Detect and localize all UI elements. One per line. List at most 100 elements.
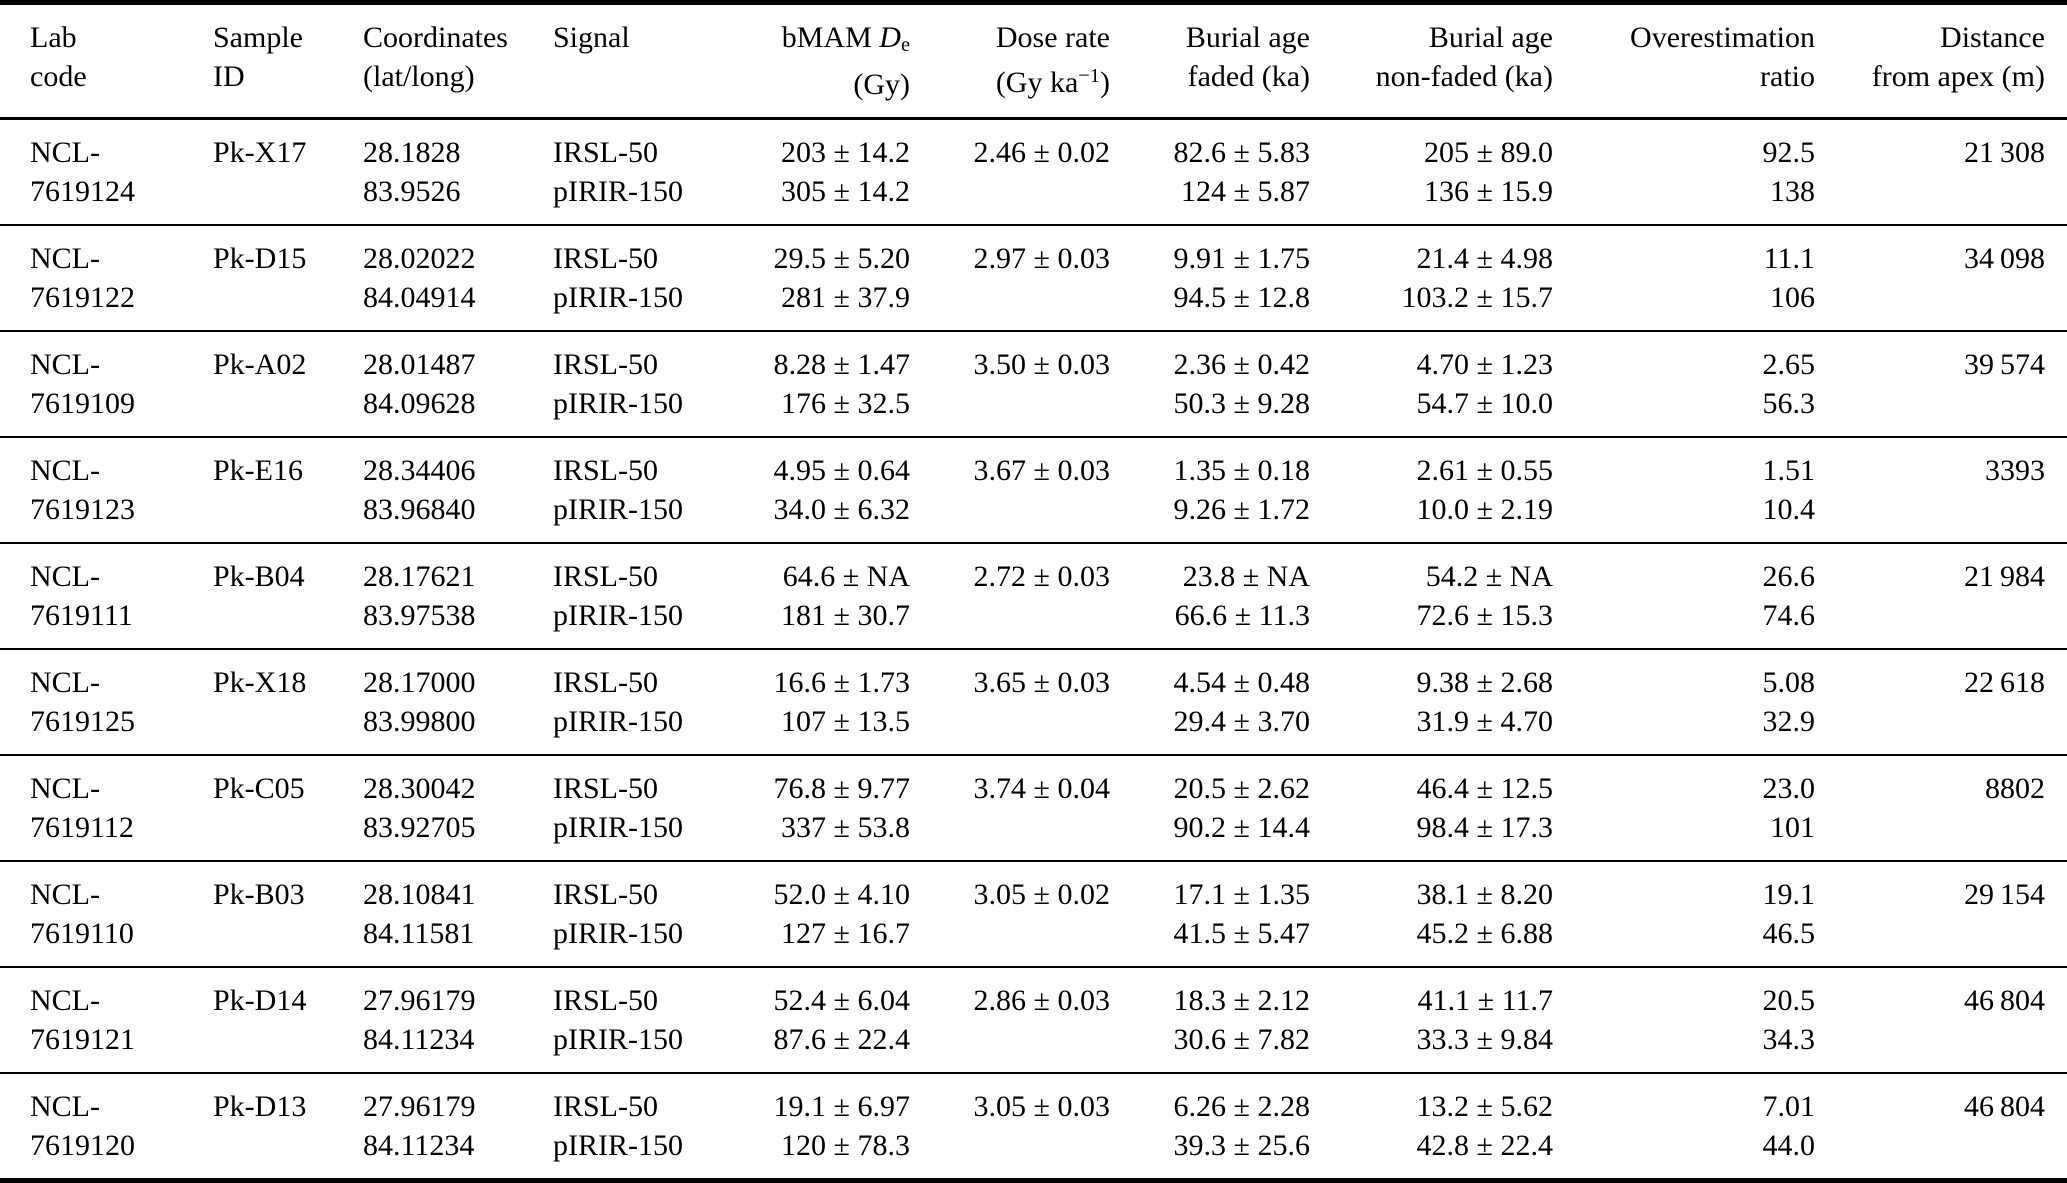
table-row: NCL- 7619109 Pk-A02 28.01487 84.09628 IR… xyxy=(0,331,2067,437)
table-row: NCL- 7619120 Pk-D13 27.96179 84.11234 IR… xyxy=(0,1073,2067,1181)
header-burial-age-faded-line1: Burial age xyxy=(1185,21,1310,54)
signal-irsl: IRSL-50 xyxy=(553,242,658,275)
signal-pirir: pIRIR-150 xyxy=(553,811,683,844)
dose-rate-cell: 3.05 ± 0.02 xyxy=(910,861,1110,967)
overestimation-ratio-pirir: 101 xyxy=(1770,811,1815,844)
burial-age-nonfaded-cell: 2.61 ± 0.55 10.0 ± 2.19 xyxy=(1310,437,1553,543)
overestimation-ratio-irsl: 5.08 xyxy=(1762,666,1816,699)
overestimation-ratio-cell: 26.6 74.6 xyxy=(1553,543,1816,649)
header-lab-code-line1: Lab xyxy=(30,21,77,54)
overestimation-ratio-pirir: 10.4 xyxy=(1762,493,1816,526)
latitude-value: 28.17000 xyxy=(363,666,476,699)
header-signal: Signal xyxy=(515,3,740,119)
burial-age-nonfaded-pirir: 45.2 ± 6.88 xyxy=(1416,917,1553,950)
burial-age-faded-irsl: 2.36 ± 0.42 xyxy=(1173,348,1310,381)
overestimation-ratio-pirir: 138 xyxy=(1770,175,1815,208)
coordinates-cell: 27.96179 84.11234 xyxy=(335,1073,515,1181)
coordinates-cell: 28.30042 83.92705 xyxy=(335,755,515,861)
signal-pirir: pIRIR-150 xyxy=(553,705,683,738)
lab-code-line1: NCL- xyxy=(30,560,100,593)
burial-age-faded-cell: 82.6 ± 5.83 124 ± 5.87 xyxy=(1110,119,1310,226)
distance-from-apex-value: 22 618 xyxy=(1963,666,2045,699)
bmam-de-pirir: 337 ± 53.8 xyxy=(781,811,910,844)
latitude-value: 28.02022 xyxy=(363,242,476,275)
bmam-de-cell: 64.6 ± NA 181 ± 30.7 xyxy=(740,543,910,649)
distance-from-apex-cell: 46 804 xyxy=(1815,1073,2067,1181)
dose-rate-value: 3.67 ± 0.03 xyxy=(973,454,1110,487)
bmam-de-pirir: 120 ± 78.3 xyxy=(781,1129,910,1162)
burial-age-faded-irsl: 23.8 ± NA xyxy=(1182,560,1310,593)
header-distance-line2: from apex (m) xyxy=(1871,60,2045,93)
distance-from-apex-cell: 39 574 xyxy=(1815,331,2067,437)
lab-code-line2: 7619111 xyxy=(30,599,133,632)
burial-age-faded-pirir: 30.6 ± 7.82 xyxy=(1173,1023,1310,1056)
bmam-de-pirir: 176 ± 32.5 xyxy=(781,387,910,420)
lab-code-cell: NCL- 7619112 xyxy=(0,755,183,861)
burial-age-faded-cell: 4.54 ± 0.48 29.4 ± 3.70 xyxy=(1110,649,1310,755)
burial-age-faded-pirir: 41.5 ± 5.47 xyxy=(1173,917,1310,950)
lab-code-cell: NCL- 7619120 xyxy=(0,1073,183,1181)
distance-from-apex-cell: 22 618 xyxy=(1815,649,2067,755)
coordinates-cell: 28.17621 83.97538 xyxy=(335,543,515,649)
header-distance-from-apex: Distance from apex (m) xyxy=(1815,3,2067,119)
sample-id-value: Pk-C05 xyxy=(213,772,305,805)
dose-rate-cell: 2.86 ± 0.03 xyxy=(910,967,1110,1073)
burial-age-nonfaded-pirir: 33.3 ± 9.84 xyxy=(1416,1023,1553,1056)
dose-unit-exponent: −1 xyxy=(1078,65,1100,87)
coordinates-cell: 28.01487 84.09628 xyxy=(335,331,515,437)
sample-id-value: Pk-E16 xyxy=(213,454,303,487)
distance-from-apex-value: 39 574 xyxy=(1963,348,2045,381)
bmam-de-cell: 52.0 ± 4.10 127 ± 16.7 xyxy=(740,861,910,967)
signal-cell: IRSL-50 pIRIR-150 xyxy=(515,437,740,543)
overestimation-ratio-irsl: 1.51 xyxy=(1762,454,1816,487)
dose-rate-value: 3.05 ± 0.02 xyxy=(973,878,1110,911)
bmam-de-irsl: 4.95 ± 0.64 xyxy=(773,454,910,487)
header-overestimation-ratio-line1: Overestimation xyxy=(1630,21,1815,54)
table-row: NCL- 7619125 Pk-X18 28.17000 83.99800 IR… xyxy=(0,649,2067,755)
burial-age-nonfaded-cell: 46.4 ± 12.5 98.4 ± 17.3 xyxy=(1310,755,1553,861)
header-bmam-de-line2: (Gy) xyxy=(853,68,910,101)
overestimation-ratio-pirir: 56.3 xyxy=(1762,387,1816,420)
burial-age-faded-irsl: 9.91 ± 1.75 xyxy=(1173,242,1310,275)
distance-from-apex-value: 21 308 xyxy=(1963,136,2045,169)
bmam-de-irsl: 203 ± 14.2 xyxy=(781,136,910,169)
burial-age-faded-irsl: 4.54 ± 0.48 xyxy=(1173,666,1310,699)
distance-from-apex-cell: 3393 xyxy=(1815,437,2067,543)
sample-id-cell: Pk-B04 xyxy=(183,543,335,649)
overestimation-ratio-cell: 20.5 34.3 xyxy=(1553,967,1816,1073)
burial-age-nonfaded-pirir: 54.7 ± 10.0 xyxy=(1416,387,1553,420)
burial-age-faded-cell: 23.8 ± NA 66.6 ± 11.3 xyxy=(1110,543,1310,649)
signal-irsl: IRSL-50 xyxy=(553,772,658,805)
dose-rate-value: 2.72 ± 0.03 xyxy=(973,560,1110,593)
lab-code-line1: NCL- xyxy=(30,454,100,487)
overestimation-ratio-irsl: 20.5 xyxy=(1762,984,1816,1017)
sample-id-cell: Pk-D14 xyxy=(183,967,335,1073)
burial-age-faded-irsl: 17.1 ± 1.35 xyxy=(1173,878,1310,911)
table-row: NCL- 7619123 Pk-E16 28.34406 83.96840 IR… xyxy=(0,437,2067,543)
sample-id-cell: Pk-B03 xyxy=(183,861,335,967)
dose-unit-pre: (Gy ka xyxy=(995,66,1079,99)
header-overestimation-ratio-line2: ratio xyxy=(1760,60,1815,93)
signal-irsl: IRSL-50 xyxy=(553,560,658,593)
header-sample-id-line2: ID xyxy=(213,60,245,93)
overestimation-ratio-cell: 19.1 46.5 xyxy=(1553,861,1816,967)
header-burial-age-nonfaded-line2: non-faded (ka) xyxy=(1375,60,1553,93)
header-burial-age-faded-line2: faded (ka) xyxy=(1187,60,1310,93)
signal-irsl: IRSL-50 xyxy=(553,984,658,1017)
lab-code-cell: NCL- 7619111 xyxy=(0,543,183,649)
header-bmam-de-line1: bMAM De xyxy=(740,18,910,65)
bmam-de-pirir: 87.6 ± 22.4 xyxy=(773,1023,910,1056)
bmam-de-pirir: 305 ± 14.2 xyxy=(781,175,910,208)
overestimation-ratio-cell: 2.65 56.3 xyxy=(1553,331,1816,437)
longitude-value: 84.11234 xyxy=(363,1129,475,1162)
latitude-value: 28.17621 xyxy=(363,560,476,593)
burial-age-faded-pirir: 50.3 ± 9.28 xyxy=(1173,387,1310,420)
lab-code-cell: NCL- 7619122 xyxy=(0,225,183,331)
header-bmam-de: bMAM De (Gy) xyxy=(740,3,910,119)
lab-code-cell: NCL- 7619110 xyxy=(0,861,183,967)
header-dose-rate-line1: Dose rate xyxy=(995,21,1110,54)
burial-age-faded-irsl: 1.35 ± 0.18 xyxy=(1173,454,1310,487)
overestimation-ratio-cell: 7.01 44.0 xyxy=(1553,1073,1816,1181)
table-row: NCL- 7619121 Pk-D14 27.96179 84.11234 IR… xyxy=(0,967,2067,1073)
overestimation-ratio-irsl: 7.01 xyxy=(1762,1090,1816,1123)
